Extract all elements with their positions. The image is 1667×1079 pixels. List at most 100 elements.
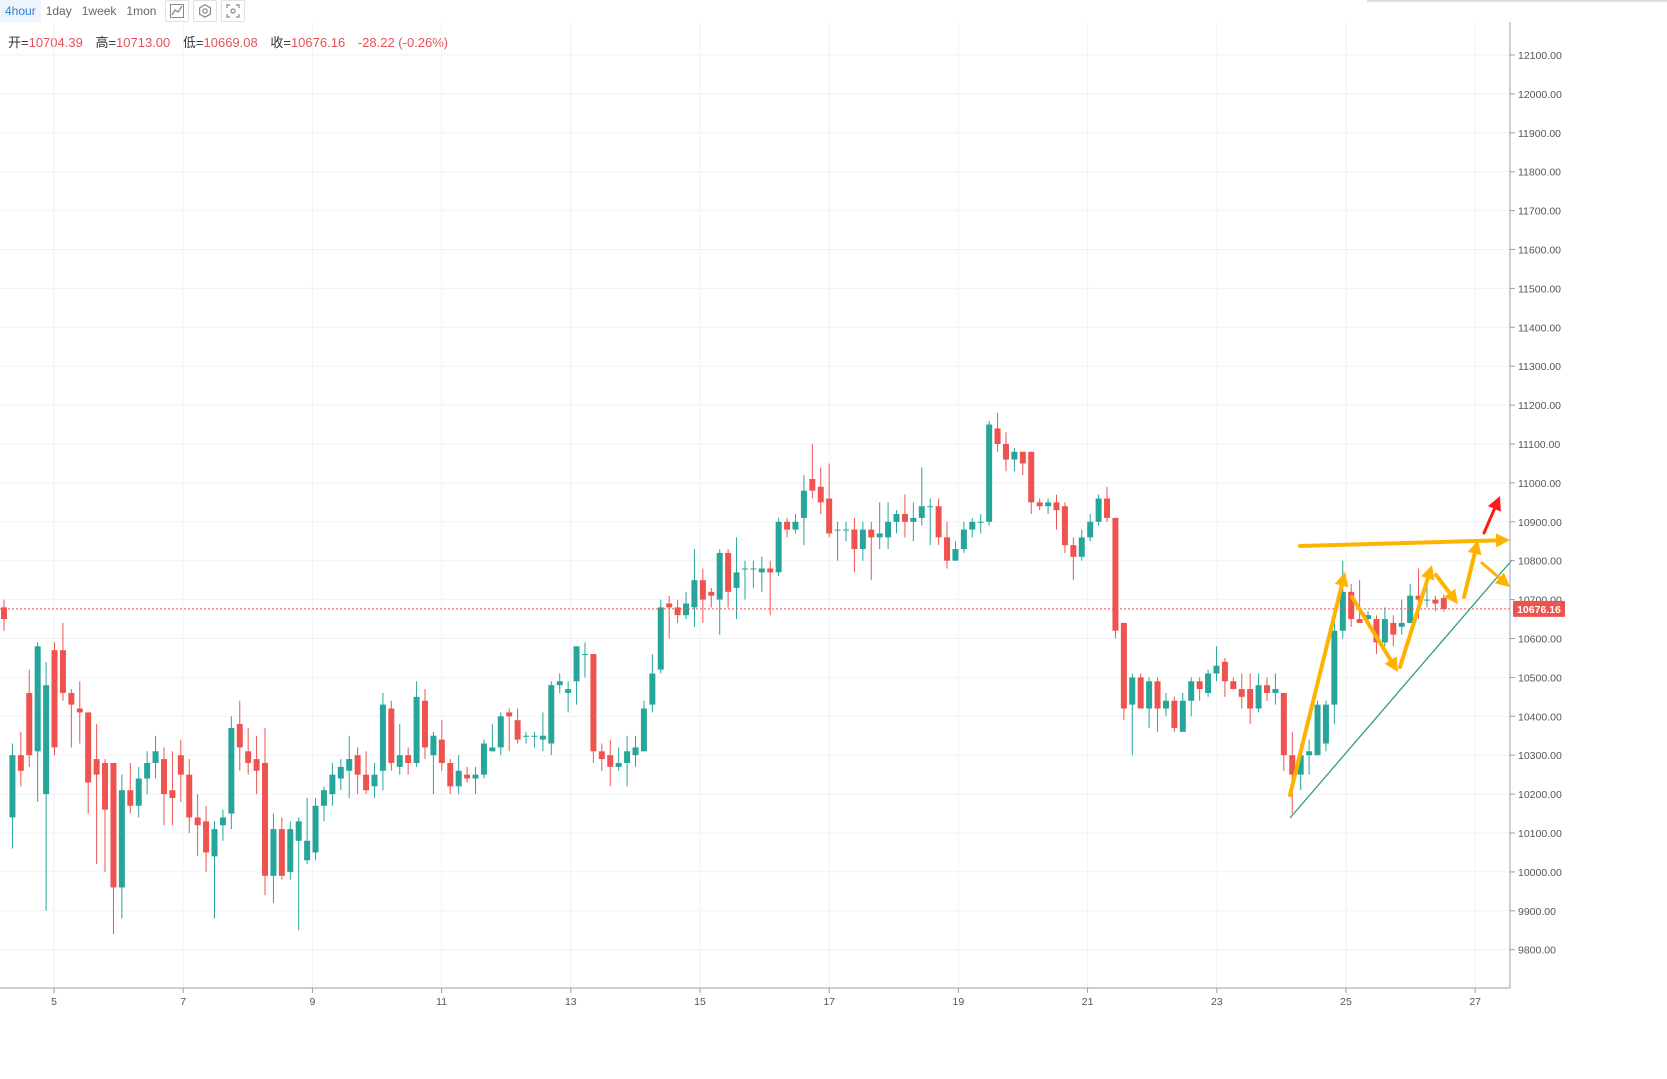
- candle-body: [430, 735, 437, 756]
- arrow-shaft: [1398, 576, 1430, 669]
- candle-body: [118, 790, 125, 888]
- open-label: 开=: [8, 35, 29, 50]
- y-tick-label: 10000.00: [1518, 867, 1562, 879]
- candle-body: [868, 529, 875, 538]
- candle-body: [741, 568, 748, 570]
- candle-body: [1297, 755, 1304, 775]
- candle-body: [624, 751, 631, 763]
- candle-body: [1339, 591, 1346, 631]
- candle-body: [26, 692, 33, 756]
- candle-body: [859, 529, 866, 550]
- candle-body: [775, 521, 782, 573]
- candle-body: [186, 774, 193, 818]
- candle-body: [1238, 689, 1245, 697]
- candle-body: [792, 521, 799, 530]
- candle-body: [758, 568, 765, 573]
- candle-body: [144, 762, 151, 779]
- wave-arrow-down-3: [1480, 561, 1510, 587]
- candle-body: [1196, 681, 1203, 690]
- candle-body: [1205, 673, 1212, 693]
- window-edge-shadow: [1367, 0, 1667, 3]
- candle-body: [1255, 685, 1262, 709]
- candle-body: [396, 755, 403, 767]
- candle-body: [1280, 692, 1287, 756]
- y-tick-label: 11500.00: [1518, 283, 1561, 295]
- candle-body: [1078, 537, 1085, 557]
- candle-body: [102, 762, 109, 810]
- candle-body: [607, 755, 614, 767]
- candle-body: [615, 762, 622, 767]
- y-tick-label: 10300.00: [1518, 750, 1562, 762]
- candle-body: [152, 751, 159, 763]
- last-price-tag: [1513, 600, 1565, 617]
- arrow-shaft: [1350, 595, 1393, 663]
- candle-body: [699, 580, 706, 600]
- candle-body: [935, 506, 942, 538]
- candle-body: [354, 755, 361, 775]
- candle-body: [674, 607, 681, 616]
- candle-body: [287, 829, 294, 872]
- chart-axes: 9800.00 9900.00 10000.00 10100.00 10200.00 10…: [0, 22, 1565, 1008]
- candle-body: [666, 603, 673, 608]
- candle-body: [986, 424, 993, 522]
- y-tick-label: 10900.00: [1518, 517, 1562, 529]
- settings-button[interactable]: [193, 0, 218, 22]
- candle-body: [304, 840, 311, 861]
- timeframe-1mon[interactable]: 1mon: [126, 4, 157, 18]
- candle-body: [817, 486, 824, 503]
- candle-body: [523, 735, 530, 737]
- arrow-shaft: [1298, 538, 1499, 548]
- candle-body: [169, 790, 176, 798]
- x-tick-label: 27: [1469, 996, 1481, 1008]
- candle-body: [194, 817, 201, 826]
- candle-body: [371, 774, 378, 787]
- candle-body: [826, 498, 833, 534]
- candle-body: [683, 603, 690, 616]
- candle-body: [733, 572, 740, 588]
- arrow-head: [1495, 533, 1510, 548]
- candle-body: [1028, 451, 1035, 503]
- x-tick-label: 13: [565, 996, 577, 1008]
- timeframe-1day[interactable]: 1day: [45, 4, 72, 18]
- candle-body: [1432, 599, 1439, 604]
- candle-body: [1423, 599, 1430, 601]
- arrow-shaft: [1462, 551, 1477, 599]
- line-chart-button[interactable]: [165, 0, 190, 22]
- screenshot-button[interactable]: [221, 0, 246, 22]
- candle-body: [843, 529, 849, 531]
- candle-body: [413, 696, 420, 763]
- candle-series: [1, 412, 1447, 935]
- candle-body: [565, 689, 572, 693]
- candle-body: [455, 770, 462, 787]
- timeframe-4hour[interactable]: 4hour: [0, 0, 41, 22]
- candle-body: [632, 747, 639, 756]
- candle-body: [1390, 622, 1397, 635]
- candle-body: [657, 607, 664, 670]
- candle-body: [388, 708, 395, 763]
- candle-body: [1019, 451, 1026, 464]
- candle-body: [573, 646, 580, 682]
- y-tick-label: 9800.00: [1518, 945, 1556, 957]
- change-value: -28.22 (-0.26%): [357, 35, 449, 50]
- candle-body: [1221, 661, 1228, 682]
- timeframe-1week[interactable]: 1week: [81, 4, 117, 18]
- wave-arrow-up-3: [1462, 540, 1482, 599]
- candle-body: [1213, 665, 1220, 674]
- y-tick-label: 11600.00: [1518, 245, 1561, 257]
- candle-body: [135, 778, 142, 806]
- chart-grid: [0, 22, 1510, 988]
- candle-body: [1247, 689, 1254, 709]
- y-tick-label: 10800.00: [1518, 556, 1562, 568]
- candle-body: [918, 506, 925, 518]
- candle-body: [1154, 681, 1161, 709]
- candle-body: [1407, 595, 1414, 623]
- y-tick-label: 10200.00: [1518, 789, 1562, 801]
- candle-body: [1322, 704, 1329, 744]
- candle-body: [211, 829, 218, 857]
- candle-body: [1272, 689, 1279, 693]
- candle-body: [1264, 685, 1270, 693]
- y-tick-label: 10600.00: [1518, 634, 1562, 646]
- candle-body: [34, 646, 41, 752]
- candle-body: [363, 774, 370, 791]
